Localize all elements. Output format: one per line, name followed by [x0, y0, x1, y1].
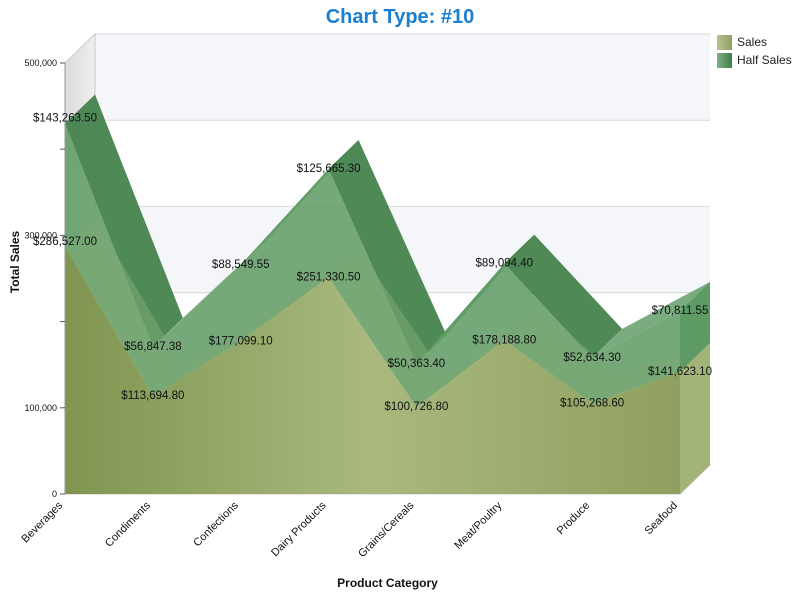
svg-text:Meat/Poultry: Meat/Poultry: [452, 499, 504, 551]
svg-text:$88,549.55: $88,549.55: [212, 259, 270, 271]
svg-text:$70,811.55: $70,811.55: [652, 305, 709, 317]
svg-text:500,000: 500,000: [24, 58, 57, 68]
svg-text:0: 0: [52, 489, 57, 499]
legend-label: Sales: [737, 35, 768, 49]
svg-text:$178,188.80: $178,188.80: [472, 334, 536, 346]
legend-item-half-sales: Half Sales: [717, 51, 792, 69]
legend-label: Half Sales: [737, 53, 792, 67]
svg-text:$177,099.10: $177,099.10: [209, 335, 273, 347]
svg-text:$52,634.30: $52,634.30: [563, 352, 621, 364]
svg-text:100,000: 100,000: [24, 403, 57, 413]
svg-text:$143,263.50: $143,263.50: [33, 113, 97, 125]
svg-text:Dairy Products: Dairy Products: [269, 499, 329, 559]
svg-text:300,000: 300,000: [24, 230, 57, 240]
x-axis-title: Product Category: [337, 576, 438, 590]
svg-text:Seafood: Seafood: [643, 500, 680, 537]
sales-swatch-icon: [717, 34, 732, 50]
svg-text:Condiments: Condiments: [103, 499, 153, 549]
svg-text:$89,094.40: $89,094.40: [476, 258, 534, 270]
svg-text:$50,363.40: $50,363.40: [388, 358, 446, 370]
svg-text:$251,330.50: $251,330.50: [297, 271, 361, 283]
svg-text:$286,527.00: $286,527.00: [33, 236, 97, 248]
chart-title: Chart Type: #10: [325, 6, 475, 28]
legend: Sales Half Sales: [717, 33, 792, 69]
half-sales-swatch-icon: [717, 52, 732, 68]
svg-text:$141,623.10: $141,623.10: [648, 366, 712, 378]
svg-text:Beverages: Beverages: [19, 499, 65, 545]
svg-text:$56,847.38: $56,847.38: [124, 341, 182, 353]
svg-text:$105,268.60: $105,268.60: [560, 397, 624, 409]
svg-text:Produce: Produce: [555, 500, 592, 537]
svg-text:$100,726.80: $100,726.80: [384, 401, 448, 413]
svg-text:Grains/Cereals: Grains/Cereals: [356, 499, 417, 560]
legend-item-sales: Sales: [717, 33, 792, 51]
y-axis-title: Total Sales: [8, 230, 22, 294]
svg-text:$113,694.80: $113,694.80: [121, 390, 184, 402]
svg-text:$125,665.30: $125,665.30: [297, 163, 361, 175]
svg-text:Confections: Confections: [191, 499, 241, 549]
